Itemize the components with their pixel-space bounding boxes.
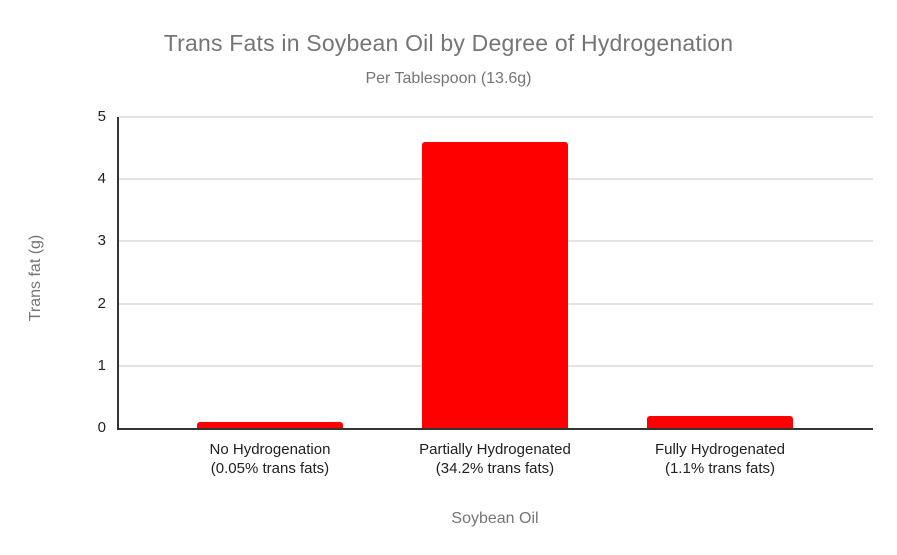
x-category-label-line2: (0.05% trans fats): [210, 460, 330, 477]
chart-title: Trans Fats in Soybean Oil by Degree of H…: [163, 30, 734, 56]
x-axis-title: Soybean Oil: [451, 510, 539, 527]
x-category-label-line2: (34.2% trans fats): [435, 460, 555, 477]
y-tick-label-1: 1: [97, 356, 106, 374]
gridline-y5: [119, 116, 873, 118]
y-tick-label-4: 4: [97, 170, 106, 188]
x-category-label-no-hydrogenation: No Hydrogenation (0.05% trans fats): [150, 440, 390, 478]
chart-subtitle: Per Tablespoon (13.6g): [365, 70, 532, 87]
y-tick-label-0: 0: [97, 419, 106, 436]
y-tick-label-5: 5: [97, 108, 106, 125]
y-tick-label-2: 2: [97, 294, 106, 312]
y-tick-label-3: 3: [97, 232, 106, 250]
x-category-label-partially-hydrogenated: Partially Hydrogenated (34.2% trans fats): [375, 440, 615, 478]
x-category-label-line1: Partially Hydrogenated: [419, 441, 571, 458]
x-category-label-line1: No Hydrogenation: [209, 441, 331, 458]
plot-area: [117, 116, 873, 430]
x-category-label-line2: (1.1% trans fats): [664, 460, 776, 477]
x-category-label-fully-hydrogenated: Fully Hydrogenated (1.1% trans fats): [600, 440, 840, 478]
bar-fully-hydrogenated: [647, 416, 793, 428]
y-axis-title: Trans fat (g): [27, 234, 44, 322]
bar-partially-hydrogenated: [422, 142, 568, 428]
bar-no-hydrogenation: [197, 422, 343, 428]
x-category-label-line1: Fully Hydrogenated: [654, 441, 786, 458]
